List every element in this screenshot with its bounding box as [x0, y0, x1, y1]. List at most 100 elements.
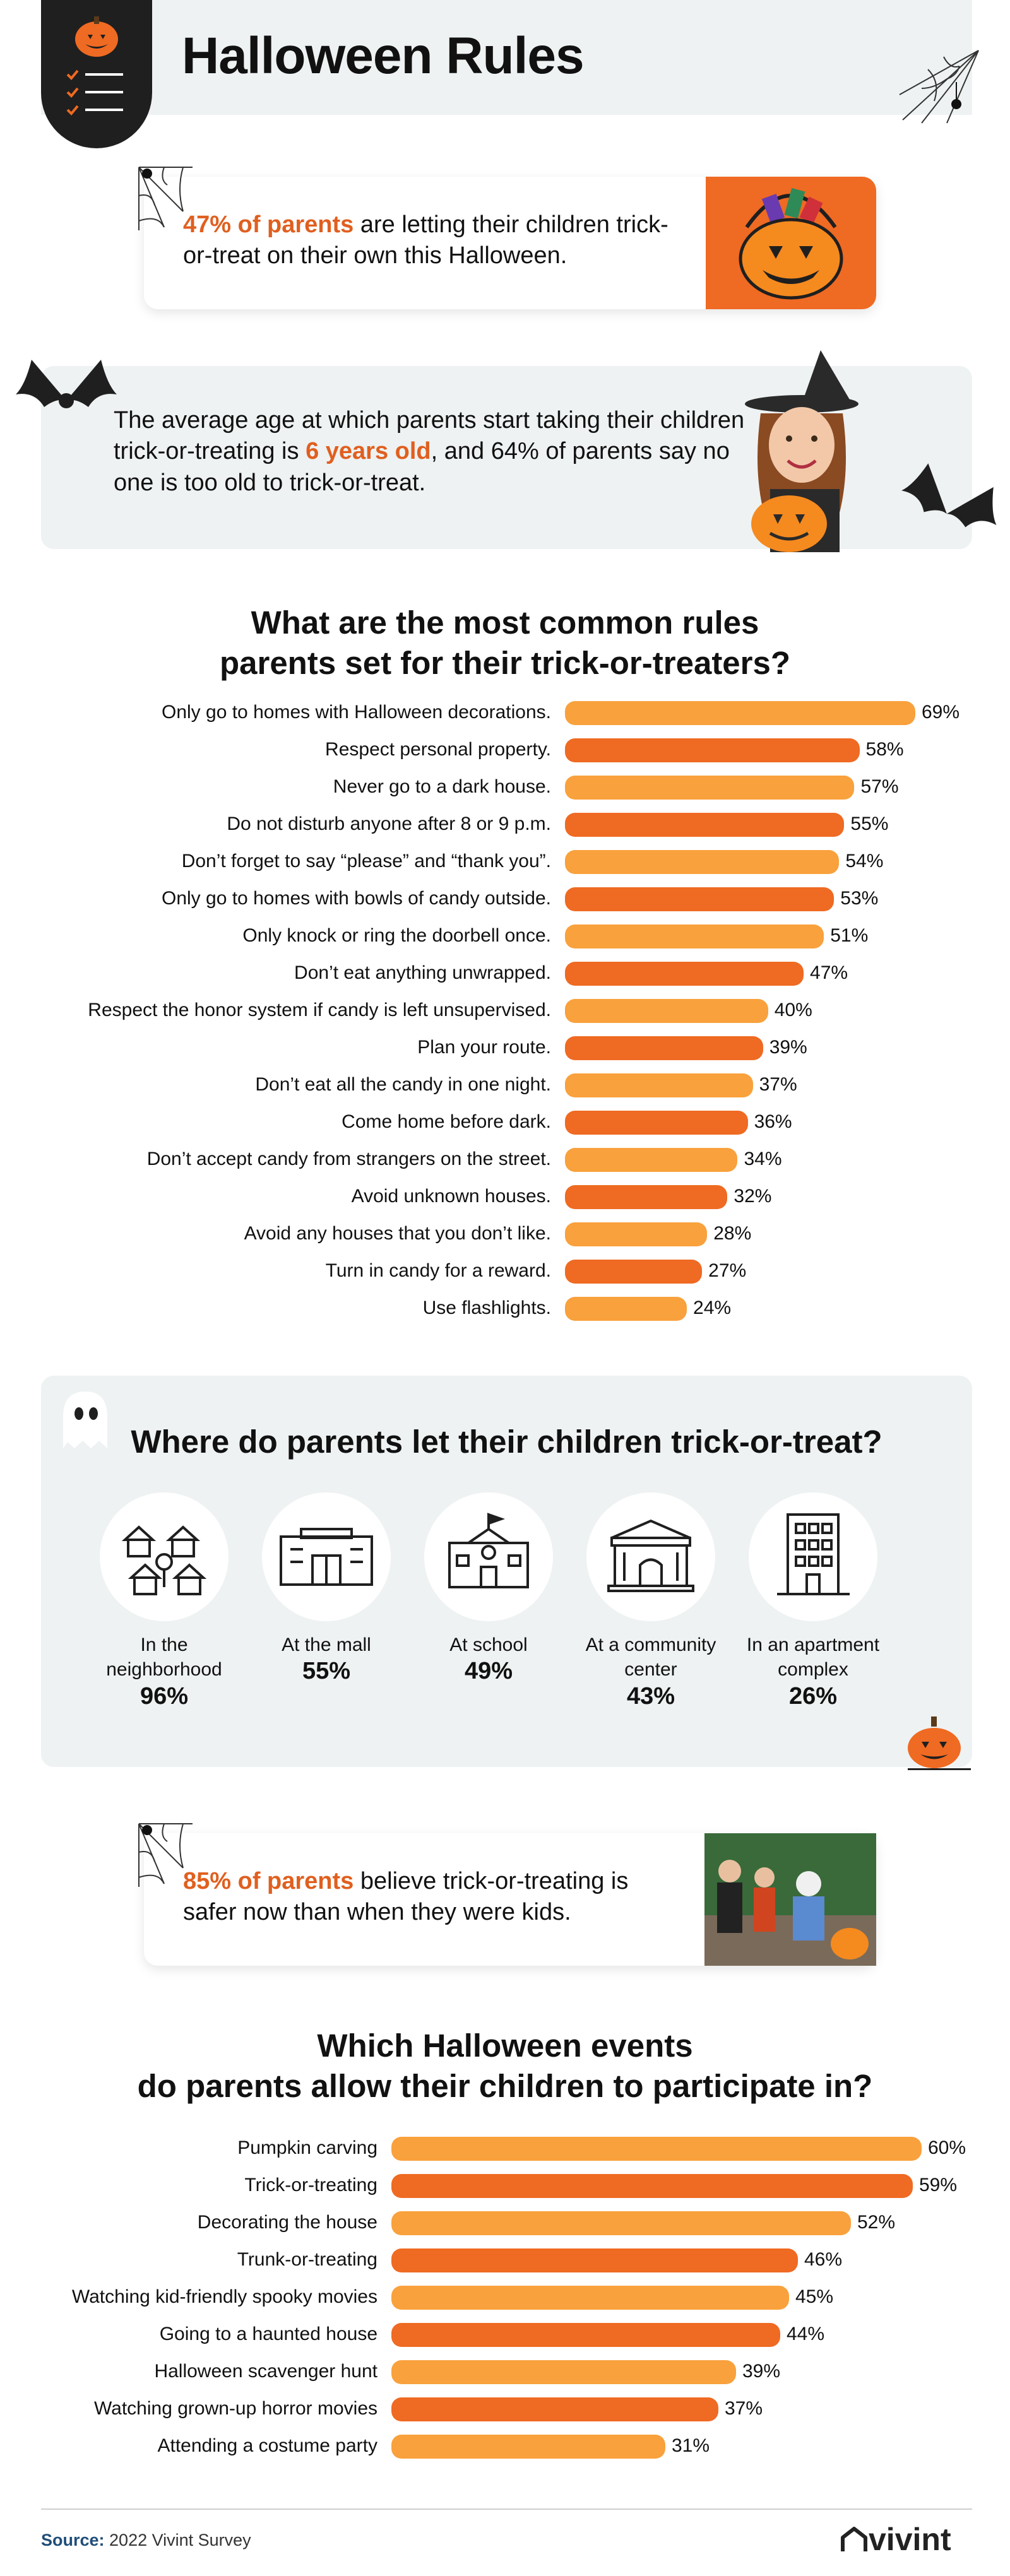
- events-chart: Pumpkin carving 60% Trick-or-treating 59% De…: [0, 2130, 1010, 2471]
- locations-row: In the neighborhood 96% At the mall 55%: [92, 1492, 918, 1732]
- rule-value-12: 34%: [744, 1148, 782, 1169]
- event-value-8: 31%: [672, 2435, 710, 2456]
- rule-bar-1: [565, 738, 860, 762]
- rule-bar-12: [565, 1147, 738, 1172]
- header-background: [41, 0, 972, 115]
- rule-bar-8: [565, 998, 768, 1023]
- event-value-5: 44%: [787, 2323, 825, 2344]
- rule-bar-10: [565, 1073, 753, 1097]
- rule-label-12: Don’t accept candy from strangers on the…: [146, 1148, 551, 1169]
- apartment-icon: [777, 1513, 850, 1595]
- rule-label-13: Avoid unknown houses.: [351, 1185, 551, 1207]
- spiderweb-icon: [899, 50, 979, 124]
- stat-panel-age-text: The average age at which parents start t…: [114, 407, 745, 496]
- corner-spiderweb-icon: [138, 167, 193, 230]
- event-value-1: 59%: [919, 2174, 958, 2195]
- event-value-0: 60%: [928, 2137, 966, 2158]
- ghost-icon: [63, 1391, 107, 1448]
- pumpkin-icon: [908, 1716, 961, 1768]
- rule-value-1: 58%: [865, 738, 904, 760]
- rule-bar-15: [565, 1259, 703, 1284]
- events-heading: Which Halloween events do parents allow …: [137, 2028, 873, 2104]
- rule-bar-16: [565, 1296, 687, 1321]
- locations-heading: Where do parents let their children tric…: [131, 1424, 882, 1460]
- event-label-4: Watching kid-friendly spooky movies: [71, 2286, 377, 2307]
- event-bar-6: [391, 2360, 736, 2384]
- event-bar-2: [391, 2211, 851, 2235]
- event-label-7: Watching grown-up horror movies: [93, 2397, 377, 2419]
- rule-value-16: 24%: [693, 1297, 732, 1318]
- school-icon: [448, 1513, 529, 1588]
- rule-value-15: 27%: [708, 1260, 747, 1281]
- event-bar-5: [391, 2322, 780, 2347]
- rule-value-8: 40%: [774, 999, 812, 1020]
- location-neighborhood: In the neighborhood 96%: [92, 1492, 229, 1710]
- rule-bar-11: [565, 1110, 748, 1135]
- rules-chart: Only go to homes with Halloween decorati…: [0, 694, 1010, 1338]
- location-mall: At the mall 55%: [254, 1492, 391, 1684]
- community-center-icon: [607, 1519, 694, 1592]
- rule-value-7: 47%: [810, 962, 848, 983]
- rule-value-6: 51%: [830, 925, 869, 946]
- event-value-2: 52%: [857, 2211, 896, 2233]
- rule-value-10: 37%: [759, 1073, 797, 1095]
- event-bar-8: [391, 2434, 665, 2459]
- houses-icon: [121, 1525, 207, 1595]
- checklist-icon: [66, 69, 123, 115]
- rule-value-4: 54%: [845, 850, 884, 871]
- houses-icon-circle: [100, 1492, 229, 1621]
- girl-witch-photo: [745, 350, 858, 552]
- rule-label-8: Respect the honor system if candy is lef…: [88, 999, 551, 1020]
- rule-bar-7: [565, 961, 804, 986]
- event-bar-7: [391, 2397, 718, 2421]
- event-bar-4: [391, 2285, 789, 2310]
- rule-label-15: Turn in candy for a reward.: [325, 1260, 551, 1281]
- checklist-badge: [41, 0, 152, 148]
- page-title: Halloween Rules: [182, 27, 585, 85]
- mall-icon-circle: [262, 1492, 391, 1621]
- location-apartment-complex: In an apartment complex 26%: [740, 1492, 879, 1710]
- family-photo: [704, 1833, 876, 1966]
- stat-card-alone-text: 47% of parents are letting their childre…: [183, 211, 668, 269]
- spider-icon: [142, 168, 152, 179]
- rule-label-16: Use flashlights.: [422, 1297, 551, 1318]
- rule-value-13: 32%: [734, 1185, 772, 1207]
- rule-label-4: Don’t forget to say “please” and “thank …: [181, 850, 551, 871]
- rule-bar-9: [565, 1036, 763, 1060]
- rule-bar-14: [565, 1222, 708, 1246]
- rule-label-14: Avoid any houses that you don’t like.: [244, 1222, 551, 1244]
- rule-label-7: Don’t eat anything unwrapped.: [294, 962, 551, 983]
- spider-icon: [142, 1825, 152, 1835]
- rule-label-3: Do not disturb anyone after 8 or 9 p.m.: [227, 813, 551, 834]
- community-center-icon-circle: [586, 1492, 715, 1621]
- event-value-3: 46%: [804, 2248, 843, 2270]
- stat-card-alone: 47% of parents are letting their childre…: [144, 177, 876, 309]
- event-label-8: Attending a costume party: [157, 2435, 377, 2456]
- rule-value-14: 28%: [713, 1222, 752, 1244]
- rule-value-3: 55%: [850, 813, 889, 834]
- rule-label-9: Plan your route.: [417, 1036, 551, 1058]
- event-value-7: 37%: [725, 2397, 763, 2419]
- pumpkin-icon: [75, 16, 118, 57]
- event-bar-3: [391, 2248, 798, 2272]
- rule-value-9: 39%: [769, 1036, 807, 1058]
- bucket-panel: [706, 177, 876, 309]
- event-bar-1: [391, 2173, 913, 2198]
- location-community-center: At a community center 43%: [578, 1492, 716, 1710]
- footer-divider: [41, 2508, 972, 2510]
- bat-icon-right: [901, 463, 997, 528]
- rule-bar-3: [565, 812, 845, 837]
- vivint-logo: vivint: [840, 2521, 951, 2558]
- location-school: At school 49%: [416, 1492, 553, 1684]
- event-label-6: Halloween scavenger hunt: [154, 2360, 377, 2382]
- event-label-3: Trunk-or-treating: [237, 2248, 377, 2270]
- spider-icon: [951, 82, 961, 109]
- rule-label-6: Only knock or ring the doorbell once.: [242, 925, 551, 946]
- event-value-6: 39%: [742, 2360, 781, 2382]
- rule-bar-0: [565, 700, 915, 725]
- rule-label-5: Only go to homes with bowls of candy out…: [162, 887, 551, 909]
- home-icon: [841, 2527, 867, 2551]
- rule-label-1: Respect personal property.: [325, 738, 551, 760]
- rule-bar-13: [565, 1185, 728, 1209]
- bat-icon: [16, 360, 117, 408]
